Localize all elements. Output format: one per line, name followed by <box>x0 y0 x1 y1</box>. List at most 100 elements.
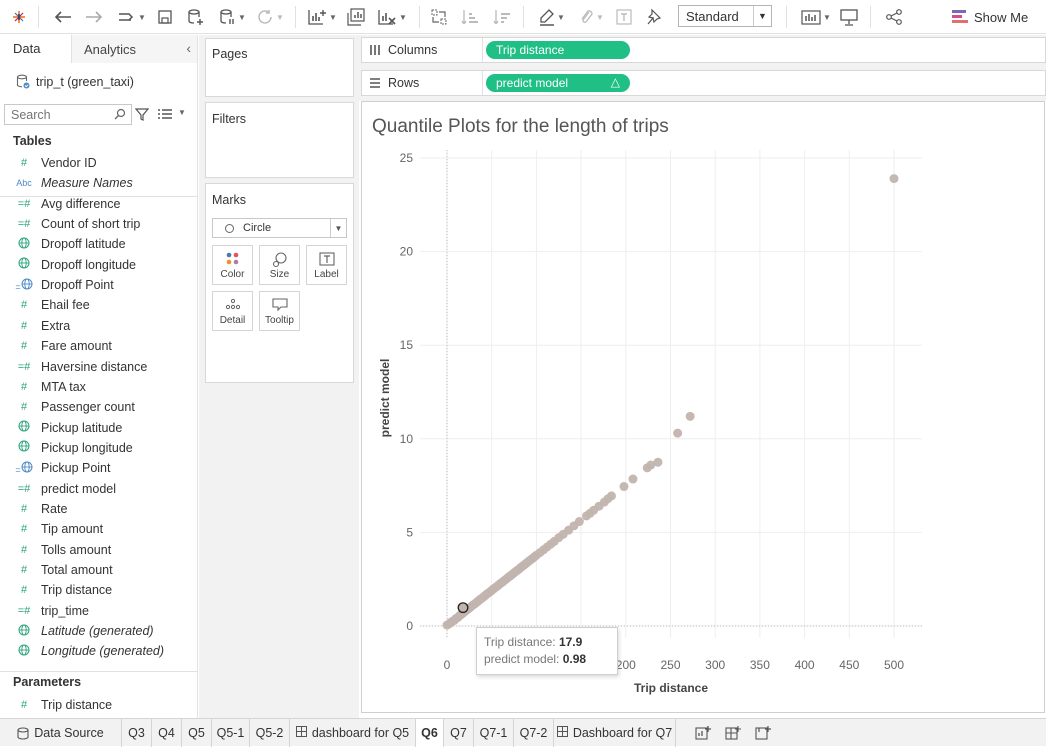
field-item[interactable]: # Ehail fee <box>0 295 197 315</box>
field-item[interactable]: # Extra <box>0 316 197 336</box>
search-input[interactable] <box>4 104 132 125</box>
field-label: Pickup latitude <box>41 420 123 435</box>
tab-analytics[interactable]: Analytics ‹ <box>72 35 197 63</box>
sheet-tab-label: Q4 <box>158 726 175 740</box>
columns-icon <box>370 45 380 55</box>
tooltip-button[interactable]: Tooltip <box>259 291 300 331</box>
clear-sheet-icon[interactable]: ▼ <box>374 5 410 29</box>
field-item[interactable]: =# Avg difference <box>0 194 197 214</box>
sheet-tab[interactable]: Q4 <box>152 719 182 747</box>
text-icon[interactable] <box>613 5 635 29</box>
redo-icon[interactable] <box>83 5 105 29</box>
sheet-tab[interactable]: Q5-2 <box>250 719 290 747</box>
viz-area: Quantile Plots for the length of trips <box>361 101 1045 713</box>
tableau-logo-icon[interactable] <box>8 5 30 29</box>
view-options-icon[interactable] <box>157 107 173 121</box>
field-item[interactable]: Abc Measure Names <box>0 173 197 193</box>
tooltip-line1-label: Trip distance: <box>484 635 556 649</box>
field-item[interactable]: =# trip_time <box>0 601 197 621</box>
chart-tooltip: Trip distance: 17.9 predict model: 0.98 <box>476 627 618 675</box>
field-item[interactable]: Dropoff longitude <box>0 255 197 275</box>
field-item[interactable]: # Vendor ID <box>0 153 197 173</box>
sheet-tab[interactable]: Dashboard for Q7 <box>554 719 676 747</box>
field-label: Passenger count <box>41 400 135 415</box>
replay-icon[interactable]: ▼ <box>113 5 149 29</box>
duplicate-sheet-icon[interactable] <box>345 5 367 29</box>
share-icon[interactable] <box>883 5 905 29</box>
new-story-tab-icon[interactable] <box>749 719 777 747</box>
new-datasource-icon[interactable] <box>184 5 206 29</box>
mark-type-dropdown[interactable]: Circle ▼ <box>212 218 347 238</box>
save-icon[interactable] <box>155 5 175 29</box>
sheet-tab[interactable]: Q7-2 <box>514 719 554 747</box>
sheet-tab[interactable]: Q6 <box>416 719 444 747</box>
columns-shelf[interactable]: Columns Trip distance <box>361 37 1046 63</box>
geo-field-icon <box>14 624 34 639</box>
filters-card[interactable]: Filters <box>205 102 354 178</box>
field-item[interactable]: = Dropoff Point <box>0 275 197 295</box>
field-item[interactable]: Pickup longitude <box>0 438 197 458</box>
presentation-icon[interactable] <box>838 5 860 29</box>
sheet-tab[interactable]: Q3 <box>122 719 152 747</box>
field-label: Tolls amount <box>41 542 112 557</box>
color-button[interactable]: Color <box>212 245 253 285</box>
field-item[interactable]: =# Haversine distance <box>0 357 197 377</box>
field-item[interactable]: # Total amount <box>0 560 197 580</box>
sheet-tab[interactable]: dashboard for Q5 <box>290 719 416 747</box>
rows-shelf[interactable]: Rows predict model △ <box>361 70 1046 96</box>
sort-desc-icon[interactable] <box>491 5 513 29</box>
highlight-icon[interactable]: ▼ <box>534 5 570 29</box>
collapse-pane-icon[interactable]: ‹ <box>186 40 191 56</box>
tab-data[interactable]: Data <box>0 35 72 63</box>
toolbar: ▼ ▼ ▼ ▼ ▼ ▼ ▼ Standard ▼ ▼ Show Me <box>0 0 1046 34</box>
size-button[interactable]: Size <box>259 245 300 285</box>
field-item[interactable]: # Tip amount <box>0 519 197 539</box>
field-item[interactable]: # Trip distance <box>0 580 197 600</box>
fit-dropdown[interactable]: Standard ▼ <box>678 5 772 27</box>
sheet-tab-label: Q5-1 <box>216 726 245 740</box>
field-item[interactable]: =# Count of short trip <box>0 214 197 234</box>
filter-icon[interactable] <box>135 107 149 121</box>
field-item[interactable]: # Fare amount <box>0 336 197 356</box>
chevron-down-icon[interactable]: ▼ <box>178 108 186 117</box>
field-item[interactable]: Pickup latitude <box>0 418 197 438</box>
field-item[interactable]: # MTA tax <box>0 377 197 397</box>
field-item[interactable]: Longitude (generated) <box>0 641 197 661</box>
field-item[interactable]: = Pickup Point <box>0 458 197 478</box>
columns-pill[interactable]: Trip distance <box>486 41 630 59</box>
shelves-area: Columns Trip distance Rows predict model… <box>359 35 1046 101</box>
datasource-item[interactable]: trip_t (green_taxi) <box>0 63 197 93</box>
rows-pill[interactable]: predict model △ <box>486 74 630 92</box>
new-dashboard-tab-icon[interactable] <box>719 719 747 747</box>
new-worksheet-icon[interactable]: ▼ <box>304 5 340 29</box>
marks-card: Marks Circle ▼ Color Size Label Detail T… <box>205 183 354 383</box>
refresh-icon[interactable]: ▼ <box>252 5 288 29</box>
field-item[interactable]: # Trip distance <box>0 695 197 715</box>
field-item[interactable]: =# predict model <box>0 479 197 499</box>
annotate-icon[interactable]: ▼ <box>573 5 609 29</box>
sheet-tab[interactable]: Q7 <box>444 719 474 747</box>
pages-card[interactable]: Pages <box>205 38 354 97</box>
measure-icon: # <box>20 564 28 576</box>
field-item[interactable]: Dropoff latitude <box>0 234 197 254</box>
show-me-button[interactable]: Show Me <box>952 7 1028 27</box>
undo-icon[interactable] <box>52 5 74 29</box>
sheet-tab[interactable]: Q7-1 <box>474 719 514 747</box>
field-item[interactable]: # Tolls amount <box>0 540 197 560</box>
pause-updates-icon[interactable]: ▼ <box>214 5 250 29</box>
detail-button[interactable]: Detail <box>212 291 253 331</box>
field-item[interactable]: # Rate <box>0 499 197 519</box>
field-item[interactable]: # Passenger count <box>0 397 197 417</box>
new-worksheet-tab-icon[interactable] <box>689 719 717 747</box>
show-cards-icon[interactable]: ▼ <box>798 5 834 29</box>
pin-icon[interactable] <box>643 5 665 29</box>
sort-asc-icon[interactable] <box>459 5 481 29</box>
label-button[interactable]: Label <box>306 245 347 285</box>
datasource-tab[interactable]: Data Source <box>0 719 122 747</box>
sheet-tab[interactable]: Q5-1 <box>212 719 250 747</box>
field-label: Dropoff Point <box>41 278 114 293</box>
data-pane-tabs: Data Analytics ‹ <box>0 35 197 63</box>
sheet-tab[interactable]: Q5 <box>182 719 212 747</box>
field-item[interactable]: Latitude (generated) <box>0 621 197 641</box>
swap-icon[interactable] <box>428 5 450 29</box>
